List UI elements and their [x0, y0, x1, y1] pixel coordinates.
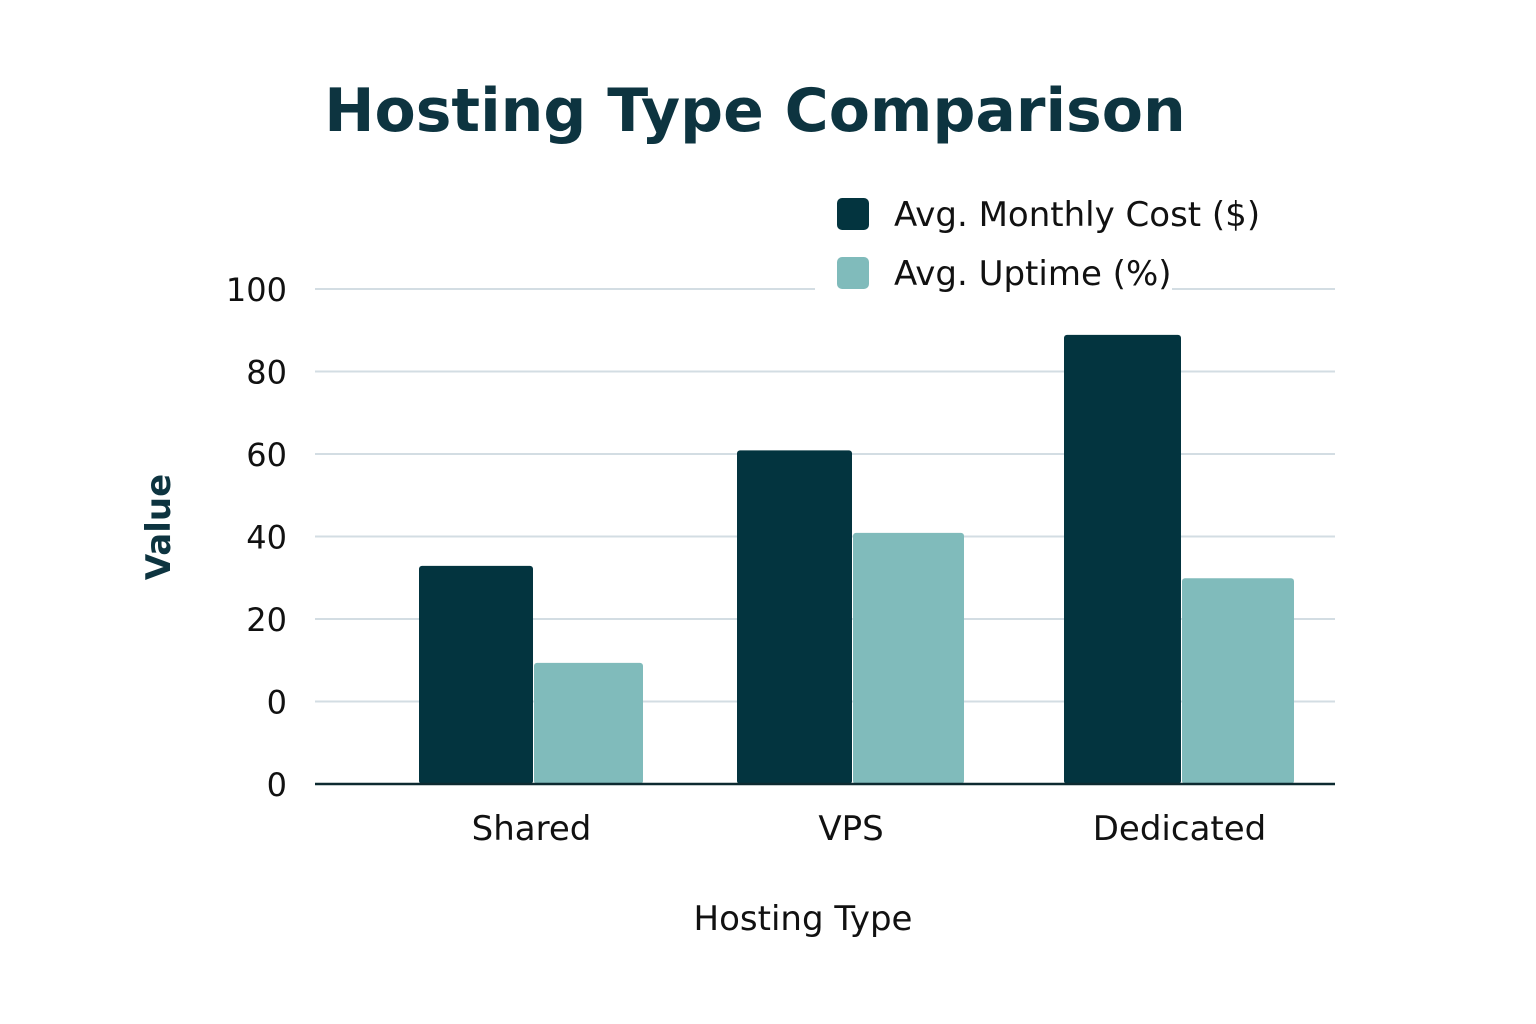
bar-cost-dedicated — [1064, 334, 1181, 784]
x-tick-labels: Shared VPS Dedicated — [472, 809, 1267, 849]
bar-cost-shared — [419, 565, 533, 784]
y-tick-label: 100 — [226, 271, 287, 309]
legend-swatch-uptime — [837, 257, 869, 289]
bars — [419, 334, 1294, 784]
y-tick-label: 0 — [267, 766, 287, 804]
y-tick-label: 20 — [246, 601, 287, 639]
y-tick-label: 60 — [246, 436, 287, 474]
bar-uptime-dedicated — [1182, 578, 1294, 784]
bar-uptime-vps — [853, 532, 964, 784]
y-tick-label: 80 — [246, 354, 287, 392]
x-tick-label: VPS — [818, 809, 883, 849]
bar-cost-vps — [737, 450, 852, 784]
y-tick-labels: 100 80 60 40 20 0 0 — [226, 271, 287, 804]
bar-uptime-shared — [534, 662, 643, 784]
y-tick-label: 40 — [246, 519, 287, 557]
y-tick-label: 0 — [267, 684, 287, 722]
legend-label-cost: Avg. Monthly Cost ($) — [894, 195, 1260, 235]
legend-swatch-cost — [837, 198, 869, 230]
chart-title: Hosting Type Comparison — [324, 76, 1185, 146]
legend-label-uptime: Avg. Uptime (%) — [894, 254, 1172, 294]
legend: Avg. Monthly Cost ($) Avg. Uptime (%) — [815, 180, 1260, 300]
x-tick-label: Shared — [472, 809, 592, 849]
y-axis-label: Value — [139, 474, 179, 580]
x-axis-label: Hosting Type — [694, 899, 913, 939]
x-tick-label: Dedicated — [1093, 809, 1267, 849]
